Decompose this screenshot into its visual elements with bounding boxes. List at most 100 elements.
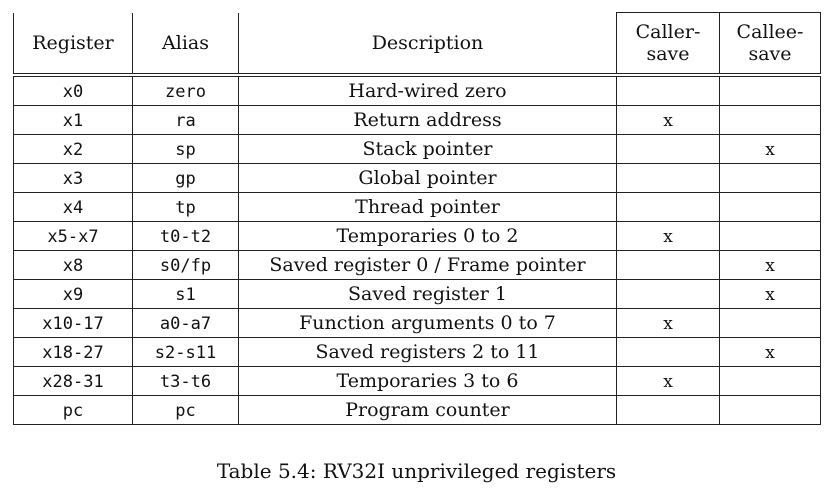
table-row: x9 s1 Saved register 1 x	[13, 279, 821, 309]
header-alias: Alias	[132, 12, 239, 76]
description-cell-text: Global pointer	[358, 167, 497, 189]
alias-cell-text: zero	[165, 82, 206, 102]
register-cell: x5-x7	[13, 221, 133, 251]
register-cell-text: x9	[62, 285, 84, 305]
callee-save-cell: x	[719, 337, 821, 367]
description-cell: Return address	[238, 105, 617, 135]
table-row: x10-17 a0-a7 Function arguments 0 to 7 x	[13, 308, 821, 338]
description-cell-text: Temporaries 0 to 2	[336, 225, 519, 247]
callee-save-cell	[719, 192, 821, 222]
alias-cell: ra	[132, 105, 239, 135]
caller-save-cell: x	[616, 221, 720, 251]
header-caller-save: Caller- save	[616, 12, 720, 76]
description-cell: Hard-wired zero	[238, 74, 617, 106]
table-row: pc pc Program counter	[13, 395, 821, 425]
register-cell-text: x4	[62, 198, 84, 218]
register-cell-text: x3	[62, 169, 84, 189]
header-caller-save-line1: Caller-	[635, 21, 701, 43]
register-cell-text: x10-17	[42, 314, 104, 334]
description-cell: Saved register 1	[238, 279, 617, 309]
alias-cell-text: a0-a7	[159, 314, 212, 334]
alias-cell: s0/fp	[132, 250, 239, 280]
header-callee-save-line2: save	[748, 43, 792, 65]
register-table-body: x0 zero Hard-wired zero x1 ra Return address x…	[13, 74, 821, 425]
description-cell: Global pointer	[238, 163, 617, 193]
alias-cell-text: ra	[175, 111, 196, 131]
alias-cell: a0-a7	[132, 308, 239, 338]
callee-save-cell-text: x	[765, 140, 775, 160]
description-cell: Temporaries 3 to 6	[238, 366, 617, 396]
description-cell: Stack pointer	[238, 134, 617, 164]
caller-save-cell: x	[616, 105, 720, 135]
description-cell-text: Hard-wired zero	[348, 80, 507, 102]
alias-cell: s1	[132, 279, 239, 309]
description-cell: Function arguments 0 to 7	[238, 308, 617, 338]
description-cell-text: Temporaries 3 to 6	[336, 370, 519, 392]
alias-cell: pc	[132, 395, 239, 425]
description-cell: Saved registers 2 to 11	[238, 337, 617, 367]
table-header-row: Register Alias Description Caller- save …	[13, 12, 821, 76]
caller-save-cell	[616, 74, 720, 106]
description-cell-text: Saved registers 2 to 11	[315, 341, 540, 363]
callee-save-cell	[719, 221, 821, 251]
caller-save-cell: x	[616, 308, 720, 338]
alias-cell: gp	[132, 163, 239, 193]
callee-save-cell-text: x	[765, 256, 775, 276]
callee-save-cell: x	[719, 279, 821, 309]
table-caption: Table 5.4: RV32I unprivileged registers	[216, 459, 617, 483]
caller-save-cell-text: x	[663, 227, 673, 247]
register-cell-text: x1	[62, 111, 84, 131]
caller-save-cell	[616, 337, 720, 367]
register-cell: x4	[13, 192, 133, 222]
alias-cell-text: pc	[175, 401, 196, 421]
description-cell-text: Thread pointer	[355, 196, 500, 218]
description-cell: Thread pointer	[238, 192, 617, 222]
alias-cell: t0-t2	[132, 221, 239, 251]
table-row: x3 gp Global pointer	[13, 163, 821, 193]
register-cell: x10-17	[13, 308, 133, 338]
callee-save-cell-text: x	[765, 343, 775, 363]
table-row: x18-27 s2-s11 Saved registers 2 to 11 x	[13, 337, 821, 367]
header-register: Register	[13, 12, 133, 76]
register-cell: x0	[13, 74, 133, 106]
caller-save-cell-text: x	[663, 372, 673, 392]
register-cell: x1	[13, 105, 133, 135]
description-cell: Program counter	[238, 395, 617, 425]
register-cell: x9	[13, 279, 133, 309]
header-callee-save-line1: Callee-	[736, 21, 804, 43]
caller-save-cell	[616, 163, 720, 193]
alias-cell: sp	[132, 134, 239, 164]
register-table: Register Alias Description Caller- save …	[13, 12, 821, 425]
table-row: x4 tp Thread pointer	[13, 192, 821, 222]
alias-cell-text: gp	[175, 169, 196, 189]
alias-cell-text: t3-t6	[159, 372, 212, 392]
register-cell-text: x28-31	[42, 372, 104, 392]
caller-save-cell	[616, 192, 720, 222]
table-row: x28-31 t3-t6 Temporaries 3 to 6 x	[13, 366, 821, 396]
alias-cell: zero	[132, 74, 239, 106]
callee-save-cell	[719, 395, 821, 425]
alias-cell: tp	[132, 192, 239, 222]
register-table-container: Register Alias Description Caller- save …	[13, 12, 821, 425]
register-cell: x18-27	[13, 337, 133, 367]
caller-save-cell-text: x	[663, 314, 673, 334]
table-row: x2 sp Stack pointer x	[13, 134, 821, 164]
alias-cell-text: s1	[175, 285, 196, 305]
table-row: x0 zero Hard-wired zero	[13, 74, 821, 106]
description-cell-text: Stack pointer	[362, 138, 493, 160]
register-cell-text: x8	[62, 256, 84, 276]
callee-save-cell: x	[719, 250, 821, 280]
caller-save-cell	[616, 395, 720, 425]
header-description: Description	[238, 12, 617, 76]
table-row: x8 s0/fp Saved register 0 / Frame pointer x	[13, 250, 821, 280]
alias-cell-text: s2-s11	[154, 343, 217, 363]
description-cell-text: Saved register 0 / Frame pointer	[269, 254, 586, 276]
alias-cell: s2-s11	[132, 337, 239, 367]
callee-save-cell-text: x	[765, 285, 775, 305]
alias-cell-text: t0-t2	[159, 227, 212, 247]
caller-save-cell	[616, 279, 720, 309]
callee-save-cell	[719, 308, 821, 338]
register-cell: x28-31	[13, 366, 133, 396]
caller-save-cell: x	[616, 366, 720, 396]
header-caller-save-line2: save	[646, 43, 690, 65]
